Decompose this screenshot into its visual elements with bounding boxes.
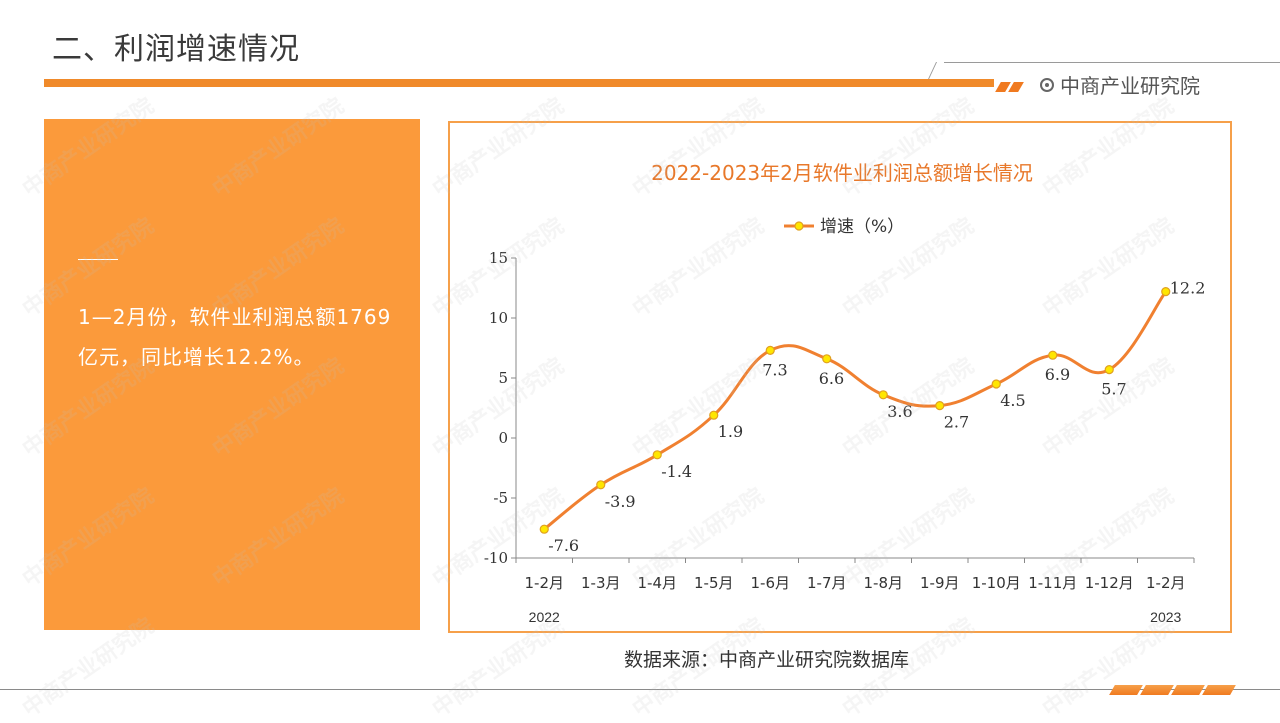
footer-rule xyxy=(0,689,1280,690)
brand-logo: 中商产业研究院 xyxy=(1040,70,1200,99)
x-tick-label: 1-3月 xyxy=(581,574,621,592)
source-note: 数据来源：中商产业研究院数据库 xyxy=(624,649,910,671)
x-tick-label: 1-7月 xyxy=(807,574,847,592)
data-label: 4.5 xyxy=(1000,391,1025,410)
chart-frame: 2022-2023年2月软件业利润总额增长情况增速（%） 15 10 5 0 -5 -10 1… xyxy=(448,121,1232,633)
y-tick-label: -5 xyxy=(493,489,508,507)
x-tick-label: 1-6月 xyxy=(751,574,791,592)
header-rule-slant xyxy=(927,62,937,80)
header-accent-bar xyxy=(44,79,994,87)
data-point xyxy=(1104,365,1114,375)
data-point xyxy=(935,401,945,411)
data-point xyxy=(765,345,775,355)
x-tick-label: 1-5月 xyxy=(694,574,734,592)
data-label: 1.9 xyxy=(718,422,743,441)
data-point xyxy=(991,379,1001,389)
data-point xyxy=(596,480,606,490)
data-point xyxy=(1161,287,1171,297)
data-point xyxy=(539,524,549,534)
year-label-2022: 2022 xyxy=(529,609,560,625)
y-tick-label: -10 xyxy=(484,549,508,567)
data-label: 5.7 xyxy=(1101,380,1126,399)
x-tick-label: 1-2月 xyxy=(1146,574,1186,592)
x-tick-label: 1-4月 xyxy=(638,574,678,592)
data-point xyxy=(822,354,832,364)
brand-circle-icon xyxy=(1040,77,1054,92)
footer-accent-bars xyxy=(1109,680,1236,699)
summary-panel: 1—2月份，软件业利润总额1769亿元，同比增长12.2%。 xyxy=(44,119,420,630)
data-point xyxy=(1048,350,1058,360)
brand-name: 中商产业研究院 xyxy=(1060,74,1200,98)
data-label: -7.6 xyxy=(548,536,579,555)
data-label: -3.9 xyxy=(605,492,636,511)
legend-marker xyxy=(794,221,804,231)
header-rule xyxy=(944,62,1280,63)
y-tick-label: 10 xyxy=(489,309,508,327)
x-tick-label: 1-11月 xyxy=(1028,574,1077,592)
data-label: 7.3 xyxy=(762,360,787,379)
data-label: -1.4 xyxy=(661,462,692,481)
data-label: 3.6 xyxy=(887,402,912,421)
legend-label: 增速（%） xyxy=(820,217,904,237)
summary-text: 1—2月份，软件业利润总额1769亿元，同比增长12.2%。 xyxy=(78,305,392,369)
data-point xyxy=(878,390,888,400)
series-line xyxy=(543,290,1167,531)
data-label: 6.6 xyxy=(819,369,844,388)
y-tick-label: 15 xyxy=(489,249,508,267)
data-point xyxy=(709,410,719,420)
data-label: 6.9 xyxy=(1045,365,1070,384)
y-tick-label: 0 xyxy=(498,429,508,447)
x-tick-label: 1-12月 xyxy=(1085,574,1134,592)
chart-title: 2022-2023年2月软件业利润总额增长情况 xyxy=(651,161,1033,185)
header-slash-marks xyxy=(995,77,1024,96)
data-label: 2.7 xyxy=(944,413,969,432)
year-label-2023: 2023 xyxy=(1150,609,1181,625)
x-tick-label: 1-8月 xyxy=(864,574,904,592)
y-tick-label: 5 xyxy=(498,369,508,387)
data-label: 12.2 xyxy=(1170,279,1206,298)
x-tick-label: 1-10月 xyxy=(972,574,1021,592)
page-title: 二、利润增速情况 xyxy=(52,32,300,67)
summary-divider xyxy=(78,259,118,260)
x-tick-label: 1-2月 xyxy=(525,574,565,592)
x-tick-label: 1-9月 xyxy=(920,574,960,592)
data-point xyxy=(652,450,662,460)
